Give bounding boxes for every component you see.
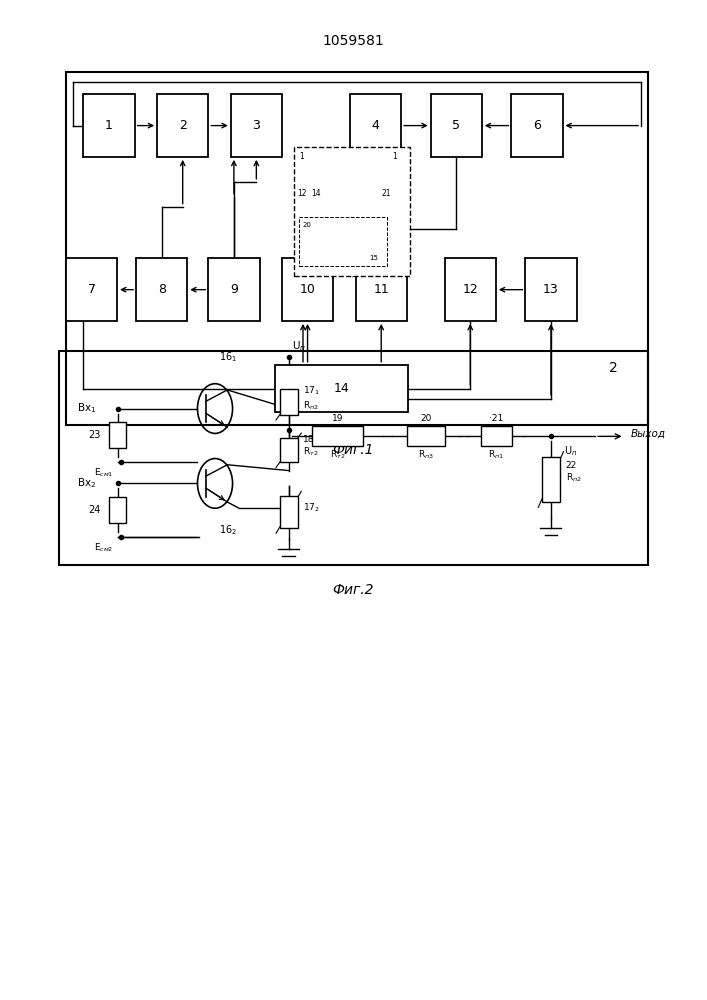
Text: Фиг.2: Фиг.2	[333, 583, 374, 597]
Text: 14: 14	[311, 189, 321, 198]
Text: 20: 20	[420, 414, 431, 423]
Bar	[83, 94, 134, 157]
Bar	[275, 365, 408, 412]
Bar	[356, 258, 407, 321]
Bar	[542, 457, 560, 502]
Bar	[279, 389, 298, 415]
Text: 11: 11	[373, 283, 389, 296]
Text: 1: 1	[105, 119, 113, 132]
Bar	[59, 351, 648, 565]
Bar	[110, 422, 127, 448]
Text: 1059581: 1059581	[322, 34, 385, 48]
Text: 16$_2$: 16$_2$	[218, 524, 237, 537]
Text: 15: 15	[370, 255, 378, 261]
Bar	[350, 94, 401, 157]
Bar	[407, 426, 445, 446]
Bar	[66, 258, 117, 321]
Text: Вх$_1$: Вх$_1$	[76, 402, 96, 415]
Text: 10: 10	[300, 283, 315, 296]
Text: R$_{п1}$: R$_{п1}$	[489, 448, 504, 461]
Text: 22
R$_{п2}$: 22 R$_{п2}$	[566, 461, 581, 484]
Bar	[525, 258, 577, 321]
Text: R$_{п3}$: R$_{п3}$	[418, 448, 433, 461]
Text: 2: 2	[609, 361, 617, 375]
Bar	[282, 258, 333, 321]
Bar	[209, 258, 259, 321]
Bar	[157, 94, 209, 157]
Text: Выход: Выход	[631, 428, 665, 438]
Bar	[279, 438, 298, 462]
Text: 1: 1	[300, 152, 304, 161]
Bar	[312, 426, 363, 446]
Text: 3: 3	[252, 119, 260, 132]
Text: E$_{см1}$: E$_{см1}$	[94, 467, 114, 479]
Bar	[445, 258, 496, 321]
Bar	[294, 147, 409, 276]
Bar	[431, 94, 482, 157]
Text: 20: 20	[303, 222, 312, 228]
Bar	[136, 258, 187, 321]
Text: 6: 6	[533, 119, 541, 132]
Text: 4: 4	[372, 119, 380, 132]
Text: 21: 21	[382, 189, 391, 198]
Bar	[66, 72, 648, 425]
Bar	[511, 94, 563, 157]
Text: 13: 13	[543, 283, 559, 296]
Text: 12: 12	[462, 283, 478, 296]
Text: ·21: ·21	[489, 414, 503, 423]
Text: Фиг.1: Фиг.1	[333, 443, 374, 457]
Text: 16$_1$: 16$_1$	[218, 350, 237, 364]
Bar	[300, 217, 387, 266]
Bar	[279, 496, 298, 528]
Text: 2: 2	[179, 119, 187, 132]
Bar	[110, 497, 127, 523]
Text: 12: 12	[298, 189, 307, 198]
Text: 9: 9	[230, 283, 238, 296]
Text: Вх$_2$: Вх$_2$	[76, 476, 95, 490]
Bar	[230, 94, 282, 157]
Text: 18
R$_{т2}$: 18 R$_{т2}$	[303, 435, 319, 458]
Bar	[481, 426, 512, 446]
Text: 17$_1$
R$_{п2}$: 17$_1$ R$_{п2}$	[303, 385, 320, 412]
Text: 23: 23	[88, 430, 100, 440]
Text: 24: 24	[88, 505, 100, 515]
Text: 8: 8	[158, 283, 165, 296]
Text: 19: 19	[332, 414, 344, 423]
Text: 17$_2$: 17$_2$	[303, 501, 320, 514]
Text: 7: 7	[88, 283, 95, 296]
Text: U$_п$: U$_п$	[563, 444, 577, 458]
Text: 1: 1	[392, 152, 397, 161]
Text: R$_{т2}$: R$_{т2}$	[330, 448, 345, 461]
Text: E$_{см2}$: E$_{см2}$	[94, 542, 114, 554]
Text: 5: 5	[452, 119, 460, 132]
Text: U$_п$: U$_п$	[292, 340, 306, 353]
Text: 14: 14	[334, 382, 349, 395]
